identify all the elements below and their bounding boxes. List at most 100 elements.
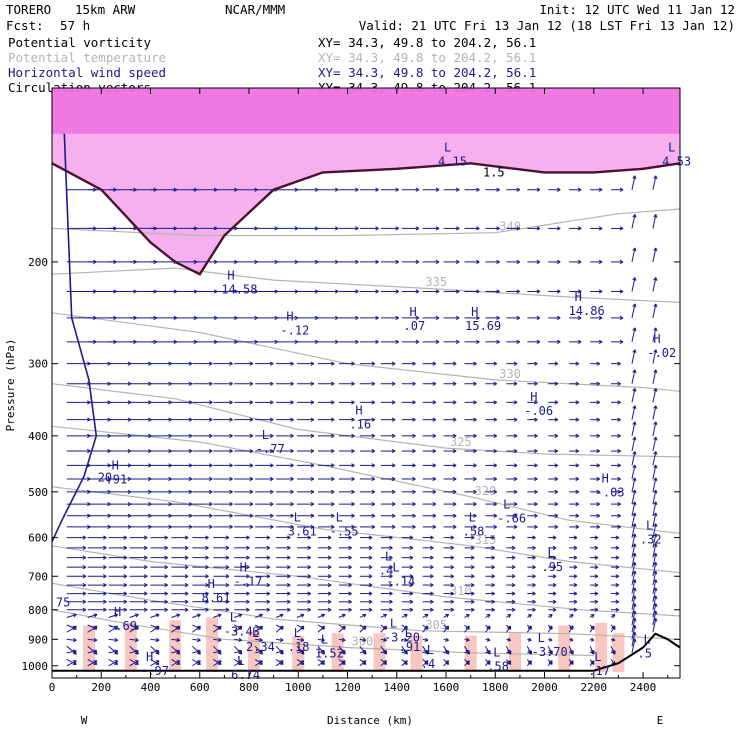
circulation-vector-head	[552, 535, 557, 540]
circulation-vector-head	[123, 591, 128, 596]
fcst-value: 57 h	[60, 18, 90, 33]
circulation-vector-head	[188, 433, 193, 438]
circulation-vector-head	[93, 649, 98, 654]
circulation-vector-head	[513, 381, 518, 386]
circulation-vector-head	[321, 649, 325, 654]
circulation-vector-head	[653, 451, 658, 455]
circulation-vector-head	[371, 524, 376, 530]
circulation-vector-head	[351, 524, 355, 530]
circulation-vector	[108, 660, 118, 667]
circulation-vector-head	[188, 476, 193, 482]
circulation-vector-head	[327, 565, 332, 570]
circulation-vector-head	[409, 555, 414, 560]
circulation-vector	[568, 660, 574, 667]
circulation-vector-head	[430, 555, 434, 560]
extremum-value: .5	[638, 647, 652, 661]
circulation-vector-head	[286, 535, 291, 540]
circulation-vector-head	[491, 535, 495, 540]
circulation-vector-head	[575, 400, 580, 405]
circulation-vector-head	[259, 637, 263, 643]
theta-contour	[52, 582, 680, 640]
circulation-vector-head	[409, 591, 414, 596]
circulation-vector-head	[383, 625, 388, 630]
circulation-vector-head	[554, 463, 559, 468]
circulation-vector-head	[415, 259, 420, 265]
circulation-vector-head	[208, 417, 213, 422]
circulation-vector-head	[617, 513, 621, 518]
circulation-vector-head	[334, 289, 339, 294]
circulation-vector-head	[615, 599, 620, 604]
circulation-vector-head	[552, 545, 557, 550]
circulation-vector-head	[208, 400, 213, 405]
circulation-vector-head	[351, 400, 355, 405]
circulation-vector	[192, 625, 201, 633]
circulation-vector-head	[196, 625, 201, 630]
circulation-vector-head	[155, 625, 160, 630]
circulation-vector-head	[617, 361, 621, 366]
x-tick-label: 2200	[581, 681, 608, 694]
circulation-vector-head	[511, 574, 516, 579]
circulation-vector-head	[465, 637, 470, 642]
circulation-vector-head	[82, 555, 87, 560]
circulation-vector	[150, 625, 160, 633]
circulation-vector-head	[300, 649, 305, 654]
circulation-vector-head	[143, 565, 148, 570]
circulation-vector	[631, 388, 636, 403]
circulation-vector-head	[552, 555, 557, 560]
circulation-vector-head	[383, 637, 387, 642]
circulation-vector-head	[632, 349, 637, 354]
circulation-vector-head	[632, 561, 637, 566]
circulation-vector	[317, 638, 325, 641]
model-resolution: 15km ARW	[75, 2, 136, 17]
circulation-vector	[631, 610, 636, 626]
circulation-vector-head	[351, 448, 355, 454]
circulation-vector-head	[532, 591, 536, 596]
circulation-vector-head	[103, 599, 107, 604]
extremum-marker: L	[646, 519, 653, 533]
circulation-vector-head	[415, 226, 420, 231]
circulation-vector-head	[143, 591, 148, 596]
extremum-value: 14.86	[569, 304, 605, 318]
circulation-vector	[213, 638, 222, 641]
circulation-vector-head	[229, 433, 233, 438]
circulation-vector-head	[611, 650, 616, 655]
circulation-vector-head	[452, 476, 457, 482]
circulation-vector	[171, 638, 180, 641]
circulation-vector-head	[334, 226, 339, 231]
circulation-vector-head	[225, 607, 230, 612]
circulation-vector-head	[229, 361, 233, 366]
circulation-vector-head	[300, 660, 305, 665]
circulation-vector	[129, 660, 139, 667]
circulation-vector	[255, 638, 263, 641]
circulation-vector-head	[286, 599, 291, 604]
circulation-vector-head	[123, 565, 128, 570]
extremum-marker: H	[146, 650, 153, 664]
circulation-vector-head	[653, 603, 658, 607]
circulation-vector-head	[290, 524, 294, 530]
y-tick-label: 900	[28, 633, 48, 646]
circulation-vector	[254, 645, 263, 655]
circulation-vector	[547, 645, 553, 655]
circulation-vector-head	[548, 637, 553, 642]
circulation-vector-head	[554, 400, 559, 405]
circulation-vector	[66, 650, 77, 654]
circulation-vector-head	[327, 555, 332, 560]
circulation-vector-head	[507, 613, 512, 618]
circulation-vector	[652, 579, 657, 594]
circulation-vector-head	[452, 433, 457, 438]
circulation-vector-head	[653, 303, 658, 308]
circulation-vector-head	[615, 565, 620, 570]
circulation-vector-head	[511, 591, 516, 596]
circulation-vector-head	[513, 489, 518, 494]
circulation-vector	[87, 638, 98, 641]
circulation-vector-head	[123, 607, 128, 612]
extremum-marker: L	[538, 631, 545, 645]
circulation-vector	[631, 369, 636, 384]
circulation-vector-head	[532, 535, 536, 540]
circulation-vector-head	[205, 565, 209, 570]
circulation-vector-head	[403, 660, 408, 665]
circulation-vector	[317, 614, 325, 618]
circulation-vector	[652, 489, 657, 505]
circulation-vector-head	[327, 545, 332, 550]
circulation-vector-head	[208, 524, 213, 530]
